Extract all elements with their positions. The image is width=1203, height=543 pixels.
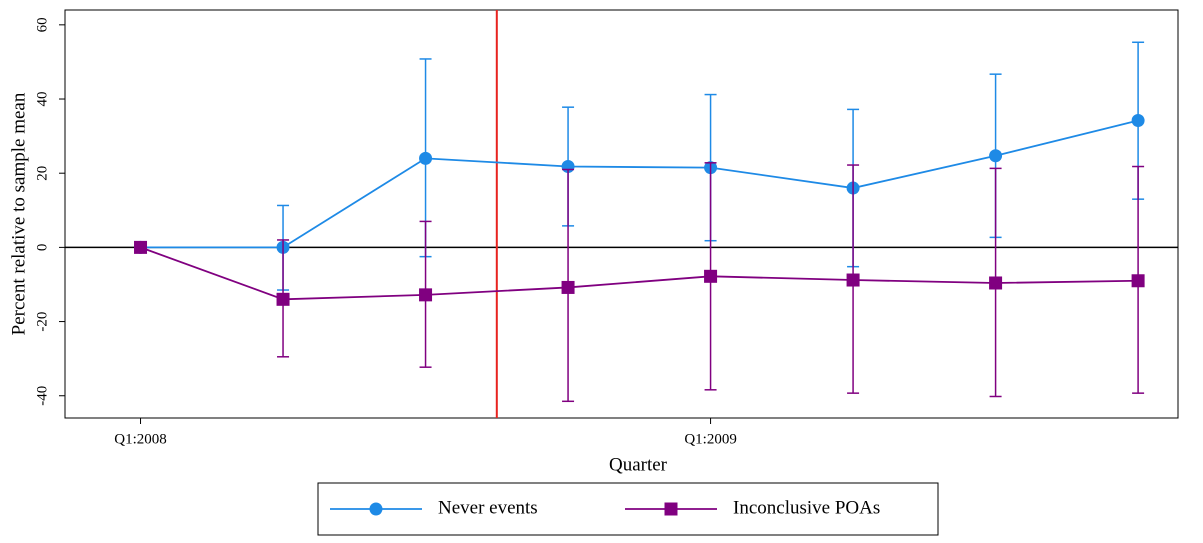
point	[561, 280, 575, 294]
x-axis-label: Quarter	[609, 454, 668, 475]
point	[664, 502, 678, 516]
y-tick-label: -20	[34, 312, 50, 332]
point	[989, 276, 1003, 290]
point	[989, 149, 1003, 163]
y-tick-label: 20	[34, 166, 50, 181]
point	[846, 273, 860, 287]
x-tick-label: Q1:2008	[114, 431, 167, 447]
point	[369, 502, 383, 516]
series-line	[140, 246, 1139, 301]
y-tick-label: 40	[34, 92, 50, 107]
point	[704, 269, 718, 283]
series-line	[140, 119, 1139, 249]
y-tick-label: 60	[34, 17, 50, 32]
point	[1131, 274, 1145, 288]
legend-label: Inconclusive POAs	[733, 497, 880, 518]
plot-frame	[64, 9, 1179, 419]
y-axis-label: Percent relative to sample mean	[8, 92, 29, 335]
x-tick-label: Q1:2009	[684, 431, 737, 447]
point	[419, 151, 433, 165]
y-tick-label: 0	[34, 244, 50, 252]
point	[276, 292, 290, 306]
point	[134, 240, 148, 254]
y-tick-label: -40	[34, 386, 50, 406]
point	[1131, 114, 1145, 128]
point	[419, 288, 433, 302]
legend-label: Never events	[438, 497, 538, 518]
